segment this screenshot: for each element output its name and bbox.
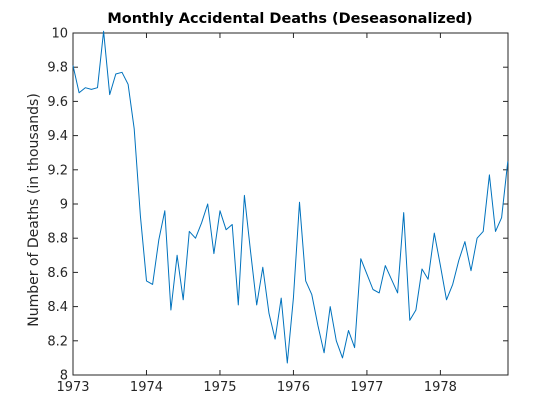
y-tick-label: 9.8 (47, 61, 68, 76)
y-tick-label: 9.6 (47, 95, 68, 110)
y-tick-label: 8.8 (47, 232, 68, 247)
x-tick-label: 1975 (203, 380, 236, 395)
x-tick-label: 1977 (350, 380, 383, 395)
y-tick-label: 9.4 (47, 129, 68, 144)
y-tick-label: 8 (60, 369, 68, 384)
chart-title: Monthly Accidental Deaths (Deseasonalize… (107, 11, 472, 27)
y-tick-label: 8.4 (47, 300, 68, 315)
y-tick-label: 9 (60, 198, 68, 213)
plot-area: 8 8.2 8.4 8.6 8.8 9 9.2 9.4 9.6 9.8 10 1973 1974 1975… (47, 27, 509, 395)
x-tick-label: 1974 (130, 380, 163, 395)
y-tick-label: 9.2 (47, 163, 68, 178)
y-axis-label: Number of Deaths (in thousands) (26, 93, 42, 327)
x-tick-label: 1976 (277, 380, 310, 395)
y-tick-label: 8.2 (47, 334, 68, 349)
y-tick-label: 10 (51, 27, 68, 42)
y-tick-label: 8.6 (47, 266, 68, 281)
series-line (72, 30, 509, 364)
x-tick-label: 1978 (424, 380, 457, 395)
x-tick-label: 1973 (56, 380, 89, 395)
